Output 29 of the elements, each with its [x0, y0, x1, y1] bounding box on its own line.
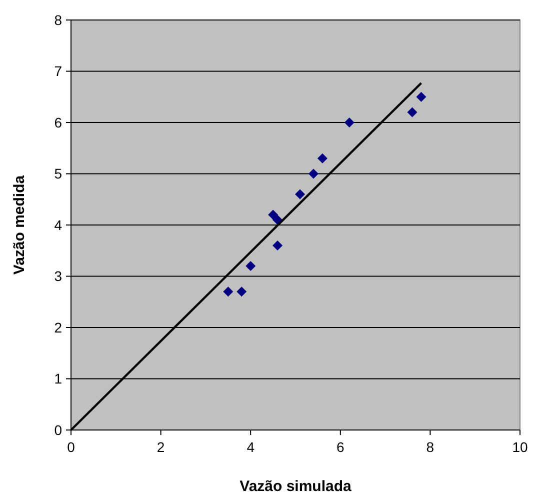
point — [236, 286, 247, 297]
y-tick-label: 2 — [54, 319, 62, 336]
y-tick-label: 6 — [54, 114, 62, 130]
x-tick-label: 10 — [512, 439, 528, 455]
y-axis-title: Vazão medida — [11, 174, 28, 275]
y-tick-label: 3 — [54, 268, 62, 284]
y-tick-label: 5 — [54, 166, 62, 182]
point — [344, 118, 354, 128]
point — [223, 286, 234, 297]
x-tick-label: 6 — [336, 439, 344, 455]
x-tick-label: 4 — [246, 439, 255, 455]
y-tick-label: 4 — [54, 216, 62, 233]
x-axis-title: Vazão simulada — [240, 478, 352, 495]
y-tick-label: 8 — [54, 12, 62, 28]
point — [246, 261, 256, 271]
point — [268, 210, 278, 220]
x-tick-label: 8 — [426, 439, 434, 455]
point — [272, 214, 283, 225]
point — [317, 153, 328, 164]
y-tick-label: 1 — [54, 370, 62, 387]
point — [272, 240, 283, 250]
x-tick-label: 2 — [156, 439, 165, 455]
point — [407, 107, 418, 118]
point — [416, 92, 426, 102]
point — [308, 168, 318, 179]
x-tick-label: 0 — [67, 439, 76, 455]
point — [294, 189, 305, 200]
y-tick-label: 0 — [54, 422, 62, 438]
y-tick-label: 7 — [54, 63, 62, 80]
